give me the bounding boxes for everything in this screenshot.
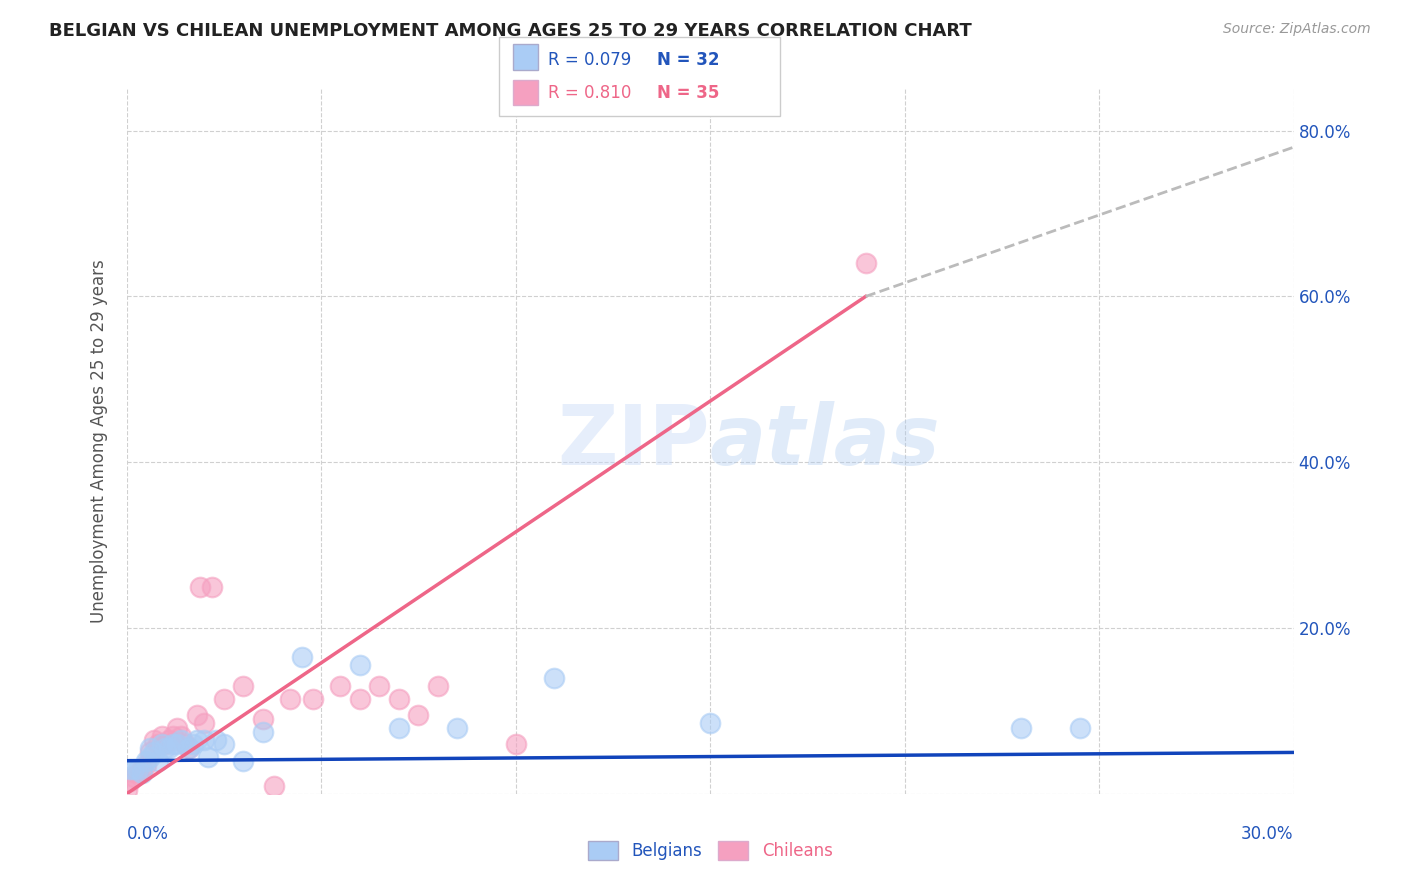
- Point: [139, 749, 162, 764]
- Point: [127, 762, 149, 776]
- Point: [349, 658, 371, 673]
- Text: BELGIAN VS CHILEAN UNEMPLOYMENT AMONG AGES 25 TO 29 YEARS CORRELATION CHART: BELGIAN VS CHILEAN UNEMPLOYMENT AMONG AG…: [49, 22, 972, 40]
- Point: [349, 691, 371, 706]
- Point: [139, 741, 162, 756]
- Text: 30.0%: 30.0%: [1241, 825, 1294, 843]
- Point: [170, 733, 193, 747]
- Point: [124, 762, 146, 776]
- Y-axis label: Unemployment Among Ages 25 to 29 years: Unemployment Among Ages 25 to 29 years: [90, 260, 108, 624]
- Point: [131, 766, 153, 780]
- Text: N = 32: N = 32: [657, 51, 718, 69]
- Text: N = 35: N = 35: [657, 84, 718, 102]
- Point: [135, 757, 157, 772]
- Point: [408, 708, 430, 723]
- Point: [205, 733, 228, 747]
- Point: [139, 746, 162, 760]
- Point: [170, 729, 193, 743]
- Point: [186, 708, 208, 723]
- Point: [1010, 721, 1032, 735]
- Point: [135, 754, 157, 768]
- Point: [162, 729, 184, 743]
- Point: [232, 679, 254, 693]
- Point: [131, 762, 153, 776]
- Point: [120, 774, 142, 789]
- Point: [146, 737, 169, 751]
- Point: [142, 746, 165, 760]
- Point: [181, 737, 204, 751]
- Point: [1069, 721, 1091, 735]
- Point: [388, 691, 411, 706]
- Point: [177, 741, 200, 756]
- Point: [146, 754, 169, 768]
- Point: [157, 733, 180, 747]
- Point: [368, 679, 391, 693]
- Point: [543, 671, 565, 685]
- Point: [155, 741, 177, 756]
- Text: ZIP: ZIP: [558, 401, 710, 482]
- Point: [252, 712, 274, 726]
- Legend: Belgians, Chileans: Belgians, Chileans: [581, 834, 839, 867]
- Point: [166, 737, 188, 751]
- Point: [174, 737, 197, 751]
- Point: [232, 754, 254, 768]
- Point: [263, 779, 285, 793]
- Point: [127, 766, 149, 780]
- Point: [124, 770, 146, 784]
- Point: [157, 741, 180, 756]
- Point: [201, 580, 224, 594]
- Point: [142, 733, 165, 747]
- Point: [699, 716, 721, 731]
- Text: atlas: atlas: [710, 401, 941, 482]
- Point: [855, 256, 877, 270]
- Point: [155, 737, 177, 751]
- Text: 0.0%: 0.0%: [127, 825, 169, 843]
- Point: [120, 762, 142, 776]
- Point: [290, 650, 312, 665]
- Point: [505, 737, 527, 751]
- Point: [186, 733, 208, 747]
- Point: [193, 716, 215, 731]
- Point: [212, 691, 235, 706]
- Point: [252, 724, 274, 739]
- Point: [150, 729, 173, 743]
- Point: [197, 749, 219, 764]
- Point: [278, 691, 301, 706]
- Point: [212, 737, 235, 751]
- Point: [190, 580, 212, 594]
- Text: Source: ZipAtlas.com: Source: ZipAtlas.com: [1223, 22, 1371, 37]
- Text: R = 0.810: R = 0.810: [548, 84, 631, 102]
- Point: [166, 721, 188, 735]
- Point: [150, 737, 173, 751]
- Point: [302, 691, 325, 706]
- Point: [426, 679, 449, 693]
- Point: [115, 782, 138, 797]
- Point: [162, 737, 184, 751]
- Point: [193, 733, 215, 747]
- Point: [388, 721, 411, 735]
- Point: [446, 721, 468, 735]
- Text: R = 0.079: R = 0.079: [548, 51, 631, 69]
- Point: [329, 679, 352, 693]
- Point: [177, 741, 200, 756]
